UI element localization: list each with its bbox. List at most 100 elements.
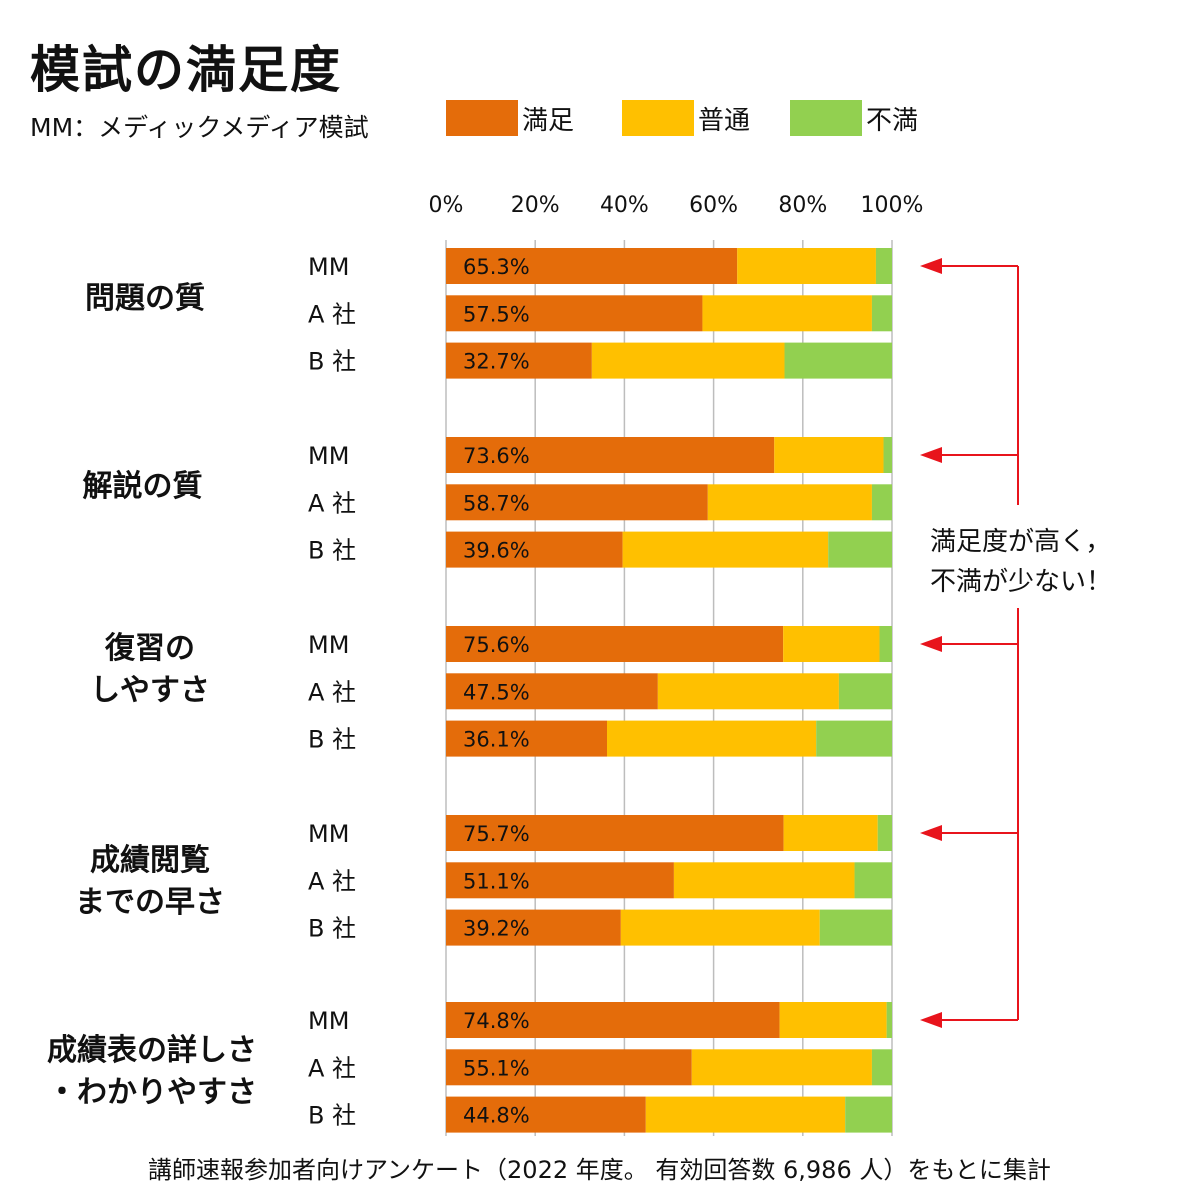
bar-segment-neutral [707,484,872,521]
bar-segment-dissatisfied [883,437,892,473]
row-label: A 社 [308,1054,356,1082]
bar-segment-satisfied [446,1049,692,1086]
annotation-line: 満足度が高く， [930,527,1112,557]
legend-item-neutral: 普通 [622,100,750,136]
data-label: 75.6% [463,633,530,657]
bar-segment-neutral [783,815,878,851]
row-label: A 社 [308,300,356,328]
legend-item-satisfied: 満足 [446,100,574,136]
bar-segment-dissatisfied [828,531,892,568]
group-label-line: までの早さ [75,885,225,920]
row-label: MM [308,253,349,281]
group-label-explanation-quality: 解説の質 [55,466,230,508]
bar-segment-neutral [702,295,872,332]
legend-swatch-satisfied [446,100,518,136]
legend-label-neutral: 普通 [698,105,751,136]
bar-segment-dissatisfied [838,673,892,710]
group-label-line: 復習の [105,631,195,666]
bar-segment-satisfied [446,1002,780,1038]
row-label: B 社 [308,1102,356,1130]
data-label: 73.6% [463,444,530,468]
row-label: A 社 [308,867,356,895]
bar-segment-satisfied [446,862,674,899]
group-label-line: 成績表の詳しさ [47,1033,257,1068]
legend-label-satisfied: 満足 [522,105,575,136]
arrow-head [920,447,942,463]
bar-segment-dissatisfied [877,815,892,851]
data-label: 51.1% [463,869,530,893]
bar-segment-neutral [783,626,880,662]
bar-segment-neutral [591,342,785,379]
row-label: MM [308,442,349,470]
bar-segment-dissatisfied [845,1096,892,1133]
arrow-head [920,1012,942,1028]
group-label-review-ease: 復習の しやすさ [60,628,240,712]
group-label-results-speed: 成績閲覧 までの早さ [50,840,250,924]
bar-segment-neutral [673,862,855,899]
group-label-question-quality: 問題の質 [60,278,230,320]
legend-item-dissatisfied: 不満 [790,100,918,136]
bar-segment-satisfied [446,295,703,332]
data-label: 39.2% [463,917,530,941]
group-label-line: 成績閲覧 [90,843,210,878]
arrow-head [920,636,942,652]
x-tick-label: 40% [600,193,649,218]
bar-segment-satisfied [446,437,775,473]
data-label: 39.6% [463,539,530,563]
data-label: 44.8% [463,1104,530,1128]
row-label: MM [308,631,349,659]
legend-swatch-dissatisfied [790,100,862,136]
bar-segment-satisfied [446,909,621,946]
bar-segment-dissatisfied [879,626,892,662]
bar-segment-neutral [691,1049,872,1086]
bar-segment-neutral [779,1002,887,1038]
annotation-callout: 満足度が高く， 不満が少ない！ [930,522,1112,602]
row-label: B 社 [308,726,356,754]
data-label: 57.5% [463,302,530,326]
bar-segment-neutral [737,248,876,284]
page-title: 模試の満足度 [30,41,342,99]
bar-segment-neutral [620,909,820,946]
bar-segment-dissatisfied [875,248,892,284]
bar-segment-dissatisfied [871,484,892,521]
bar-segment-dissatisfied [886,1002,892,1038]
row-label: A 社 [308,678,356,706]
data-label: 75.7% [463,822,530,846]
bar-segment-dissatisfied [816,720,892,757]
group-label-line: 問題の質 [85,281,205,316]
bar-segment-dissatisfied [784,342,892,379]
group-label-line: ・わかりやすさ [47,1075,257,1110]
bar-segment-satisfied [446,248,738,284]
row-label: B 社 [308,537,356,565]
legend-swatch-neutral [622,100,694,136]
bar-segment-satisfied [446,673,658,710]
data-label: 55.1% [463,1056,530,1080]
bar-segment-satisfied [446,1096,646,1133]
row-label: B 社 [308,348,356,376]
bar-segment-satisfied [446,531,623,568]
bar-segment-dissatisfied [819,909,892,946]
data-label: 74.8% [463,1009,530,1033]
group-label-report-detail: 成績表の詳しさ ・わかりやすさ [22,1030,282,1114]
row-label: MM [308,1007,349,1035]
bar-segment-satisfied [446,342,592,379]
bar-segment-satisfied [446,815,784,851]
legend-label-dissatisfied: 不満 [866,105,919,136]
x-tick-label: 60% [689,193,738,218]
group-label-line: 解説の質 [82,469,203,504]
annotation-line: 不満が少ない！ [930,567,1113,597]
x-tick-label: 0% [429,193,464,218]
row-label: MM [308,820,349,848]
x-tick-label: 80% [778,193,827,218]
row-label: A 社 [308,489,356,517]
bar-segment-neutral [774,437,884,473]
row-label: B 社 [308,915,356,943]
arrow-head [920,258,942,274]
bar-segment-dissatisfied [854,862,892,899]
data-label: 36.1% [463,728,530,752]
data-label: 47.5% [463,680,530,704]
bar-segment-satisfied [446,484,708,521]
bar-segment-satisfied [446,720,608,757]
group-label-line: しやすさ [90,673,210,708]
